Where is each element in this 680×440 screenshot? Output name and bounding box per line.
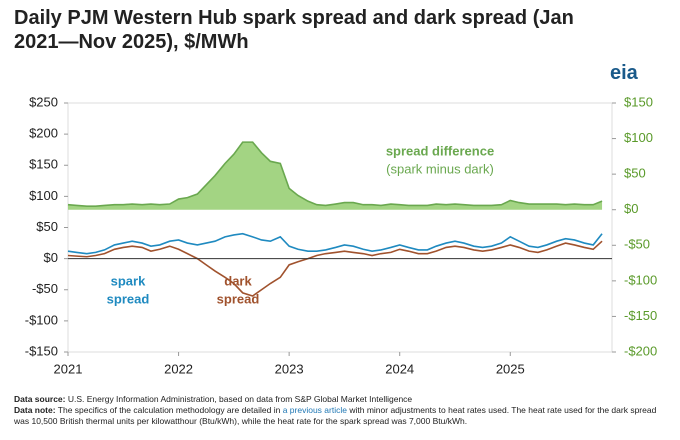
x-tick-label: 2024	[385, 361, 414, 376]
source-label: Data source:	[14, 394, 66, 404]
x-tick-label: 2021	[54, 361, 83, 376]
note-link[interactable]: a previous article	[282, 405, 347, 415]
y-tick-label: -$150	[25, 343, 58, 358]
y2-tick-label: $0	[624, 201, 638, 216]
annotation: dark	[224, 273, 252, 288]
annotation: spread difference	[386, 143, 494, 158]
y-tick-label: $200	[29, 126, 58, 141]
y-tick-label: $0	[44, 250, 58, 265]
note-label: Data note:	[14, 405, 56, 415]
area	[68, 142, 603, 210]
note: Data note: The specifics of the calculat…	[14, 405, 669, 427]
chart: -$150 -$100 -$50 $0 $50 $100 $150 $200 $250 -$200…	[25, 94, 658, 376]
x-tick-label: 2022	[164, 361, 193, 376]
y2-tick-label: $50	[624, 166, 646, 181]
y-tick-label: -$50	[32, 281, 58, 296]
note-text: with minor adjustments to heat rates use…	[14, 405, 657, 426]
plot-frame	[67, 102, 613, 353]
y2-tick-label: $150	[624, 94, 653, 109]
y2-tick-label: -$200	[624, 343, 657, 358]
y2-tick-label: -$50	[624, 237, 650, 252]
source-text: U.S. Energy Information Administration, …	[67, 394, 413, 404]
x-tick-label: 2025	[496, 361, 525, 376]
logo: eia	[610, 62, 638, 84]
y2-tick-label: $100	[624, 130, 653, 145]
y2-tick-label: -$100	[624, 272, 657, 287]
annotation: spread	[217, 291, 260, 306]
annotation: (spark minus dark)	[386, 161, 494, 176]
y-tick-label: $100	[29, 188, 58, 203]
y-tick-label: $250	[29, 94, 58, 109]
footer: Data source: U.S. Energy Information Adm…	[14, 394, 669, 427]
line	[67, 232, 603, 255]
note-text: The specifics of the calculation methodo…	[57, 405, 281, 415]
y-tick-label: $150	[29, 157, 58, 172]
annotation: spread	[107, 291, 150, 306]
annotation: spark	[111, 273, 146, 288]
y-tick-label: -$100	[25, 312, 58, 327]
line	[67, 141, 603, 207]
title: Daily PJM Western Hub spark spread and d…	[14, 7, 574, 53]
source: Data source: U.S. Energy Information Adm…	[14, 394, 669, 405]
y-tick-label: $50	[36, 219, 58, 234]
x-tick-label: 2023	[275, 361, 304, 376]
y2-tick-label: -$150	[624, 308, 657, 323]
line	[67, 240, 603, 297]
